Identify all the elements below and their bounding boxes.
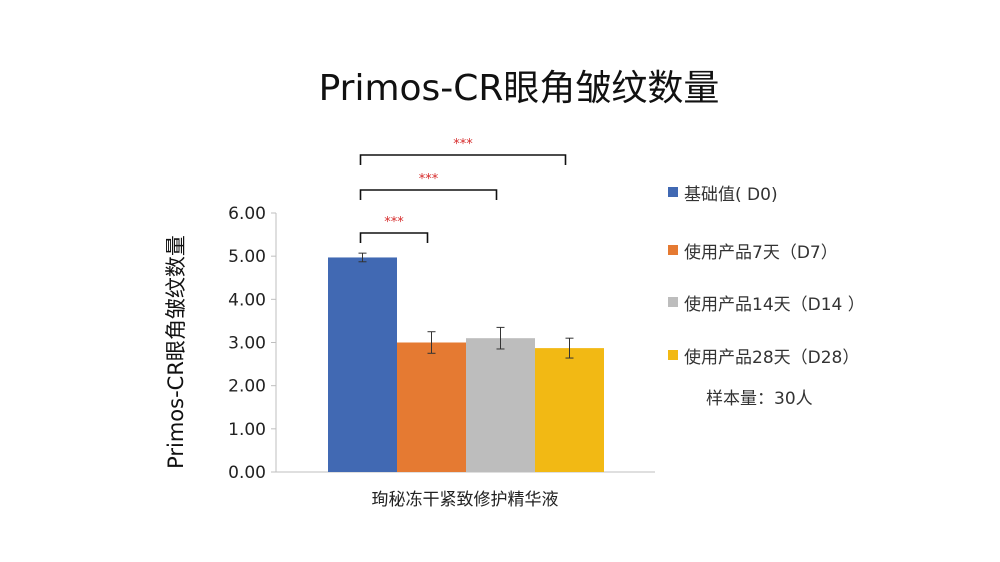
legend-item-3: 使用产品28天（D28）	[668, 343, 860, 368]
bar-1	[397, 342, 466, 472]
significance-bracket-0	[359, 232, 429, 243]
chart-title: Primos-CR眼角皱纹数量	[319, 68, 720, 109]
y-tick-label: 0.00	[228, 463, 266, 483]
legend-item-2: 使用产品14天（D14 ）	[668, 290, 865, 315]
significance-label-0: ***	[384, 215, 404, 230]
legend-swatch	[668, 350, 678, 360]
legend-swatch	[668, 245, 678, 255]
y-tick-label: 3.00	[228, 334, 266, 354]
bar-0	[328, 257, 397, 472]
legend-item-0: 基础值( D0)	[668, 180, 778, 205]
legend-label: 使用产品28天（D28）	[684, 347, 860, 368]
significance-label-1: ***	[419, 172, 439, 187]
legend-label: 使用产品14天（D14 ）	[684, 294, 865, 315]
y-tick-label: 6.00	[228, 204, 266, 224]
legend-label: 基础值( D0)	[684, 184, 778, 205]
error-bars	[358, 252, 574, 359]
legend-label: 使用产品7天（D7）	[684, 242, 838, 263]
legend-swatch	[668, 187, 678, 197]
y-axis-ticks: 0.00 1.00 2.00 3.00 4.00 5.00 6.00	[228, 204, 276, 483]
legend-swatch	[668, 297, 678, 307]
y-tick-label: 4.00	[228, 290, 266, 310]
legend-item-1: 使用产品7天（D7）	[668, 238, 838, 263]
bar-2	[466, 338, 535, 472]
x-category-label: 珣秘冻干紧致修护精华液	[372, 490, 559, 510]
significance-brackets: *** *** ***	[359, 137, 567, 243]
significance-bracket-1	[359, 189, 498, 200]
significance-label-2: ***	[453, 137, 473, 152]
sample-size-note: 样本量：30人	[706, 389, 813, 409]
significance-bracket-2	[359, 154, 567, 165]
y-axis-label: Primos-CR眼角皱纹数量	[164, 235, 188, 469]
bar-3	[535, 348, 604, 472]
y-tick-label: 5.00	[228, 247, 266, 267]
y-tick-label: 2.00	[228, 377, 266, 397]
y-tick-label: 1.00	[228, 420, 266, 440]
bars	[328, 257, 604, 472]
